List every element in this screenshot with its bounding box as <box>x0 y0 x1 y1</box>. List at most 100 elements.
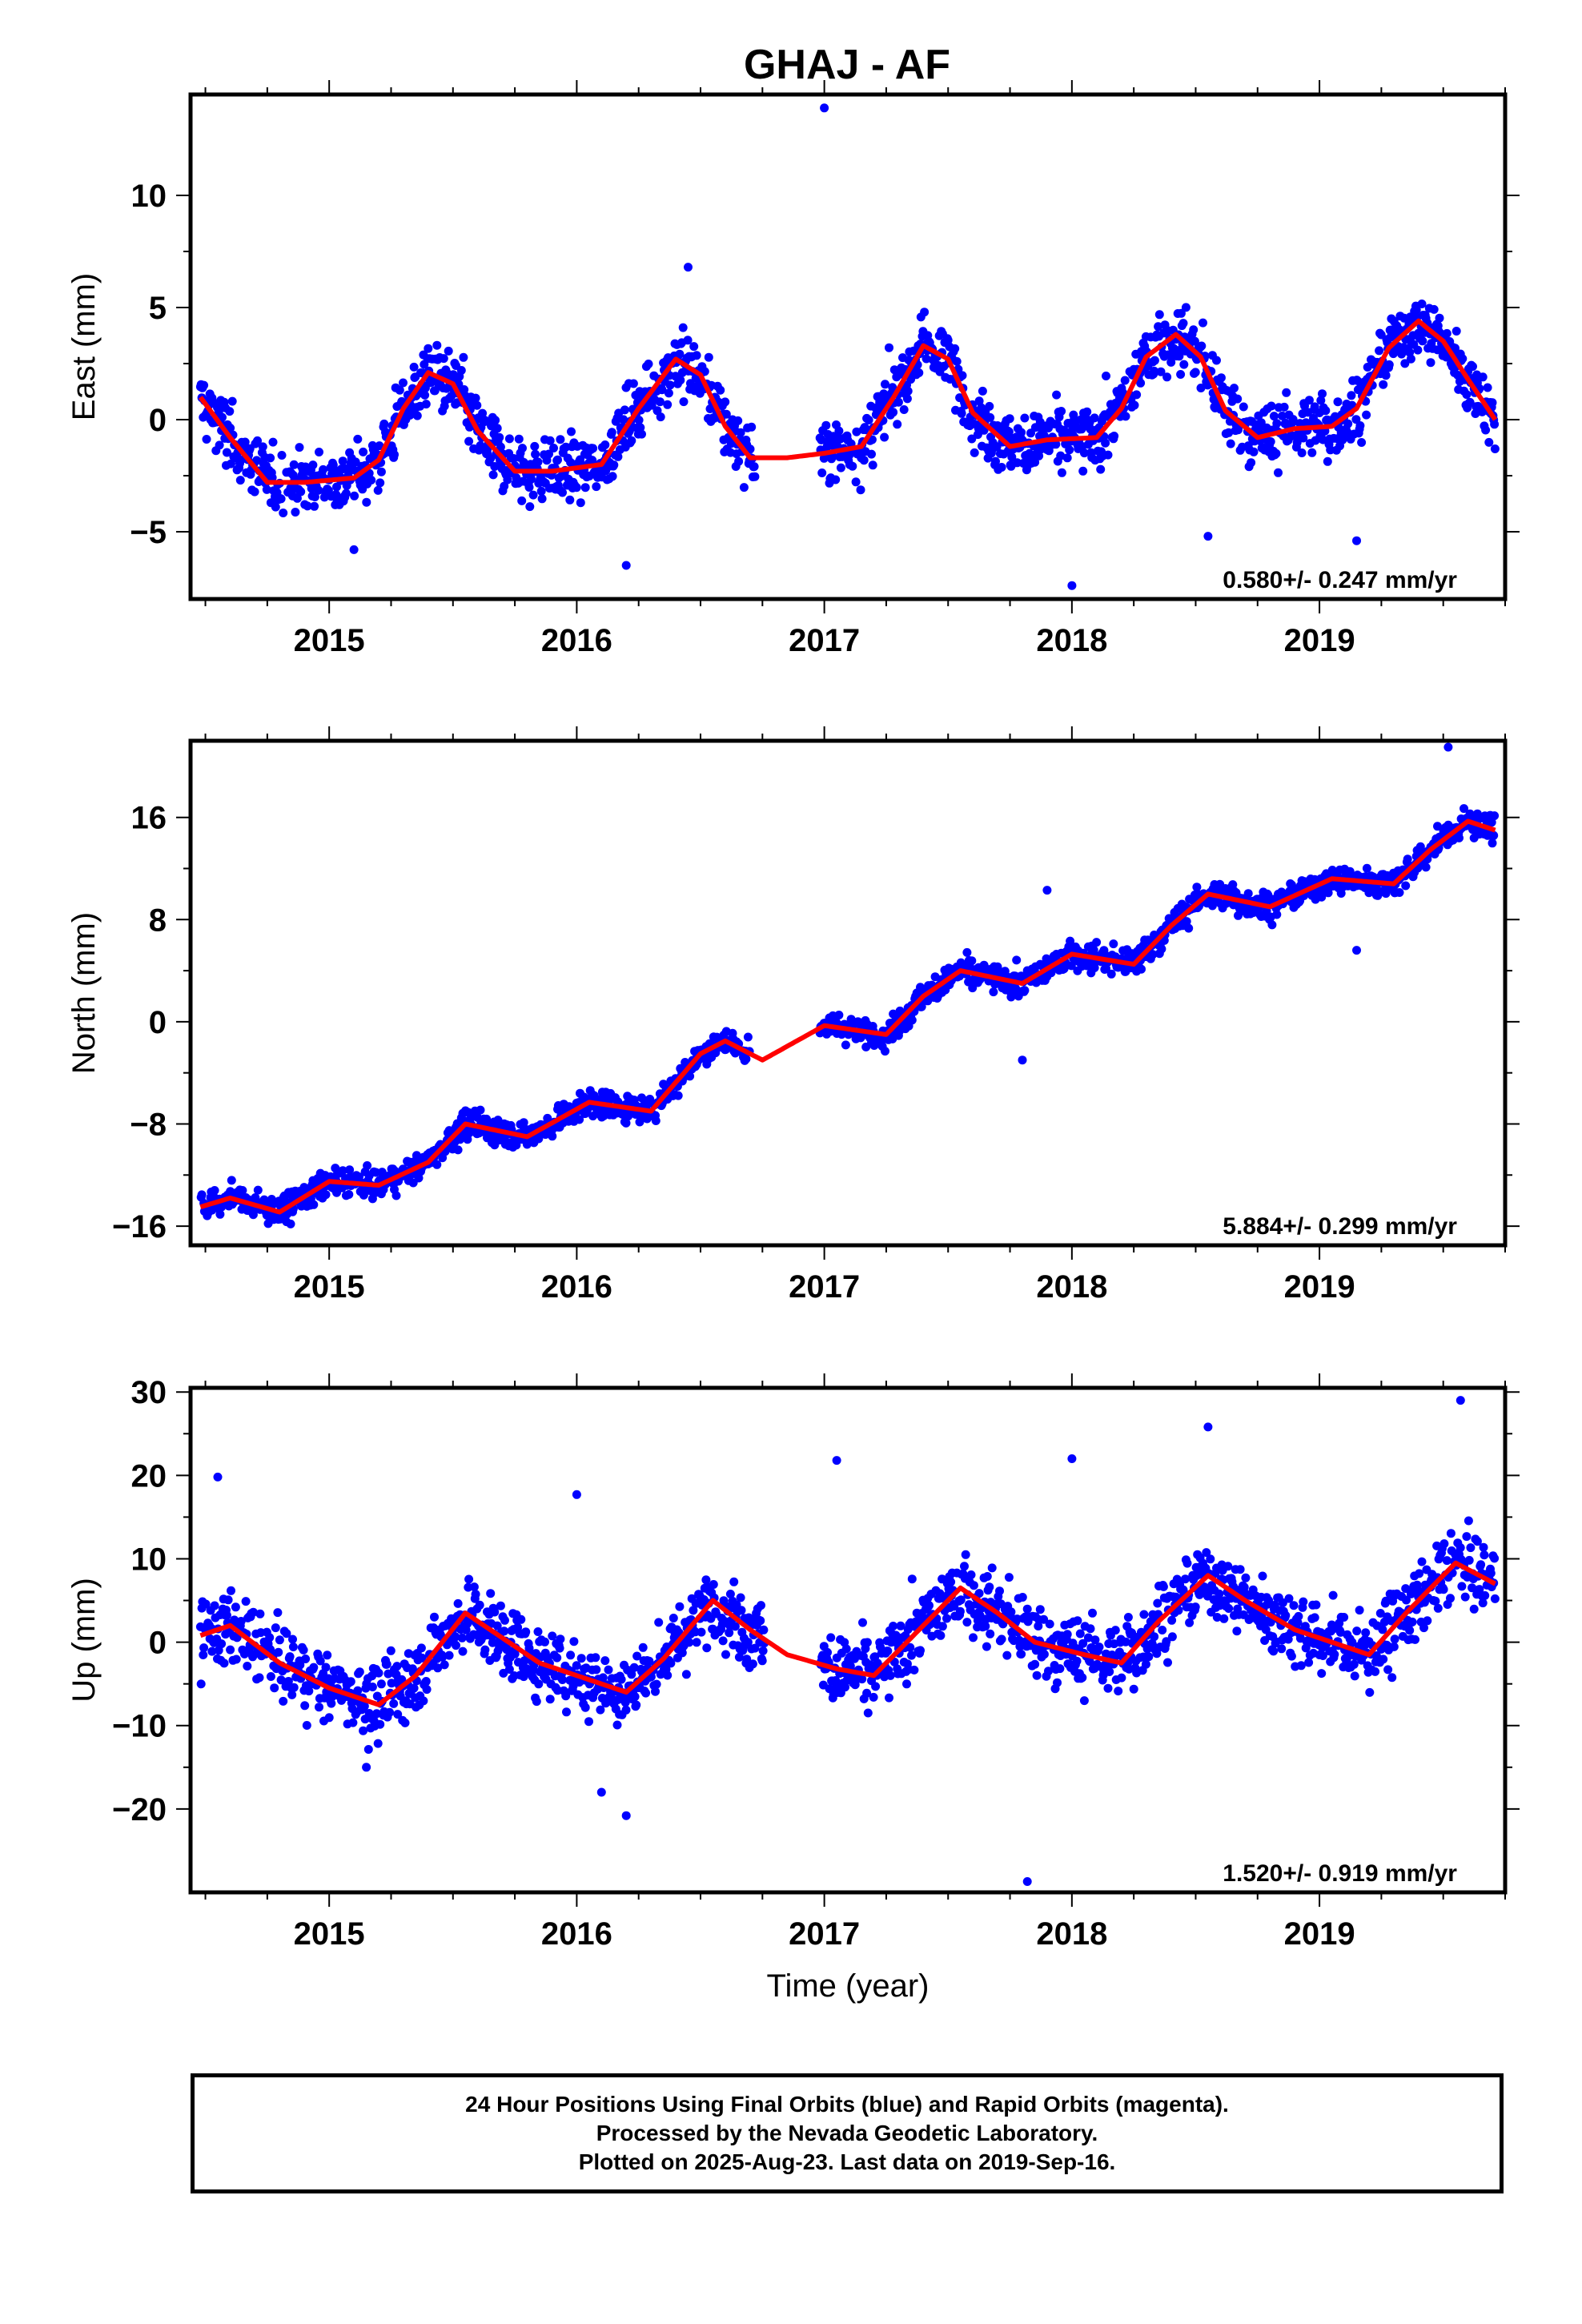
data-point <box>503 475 512 485</box>
data-point <box>851 477 861 487</box>
data-point <box>629 1663 639 1672</box>
data-point <box>1022 1604 1032 1614</box>
data-point <box>656 412 665 422</box>
data-point <box>1167 1632 1177 1642</box>
data-point <box>962 1618 972 1627</box>
data-point <box>678 323 688 332</box>
data-point <box>471 393 480 403</box>
data-point <box>1045 1619 1054 1629</box>
data-point <box>350 491 359 501</box>
data-point <box>379 419 389 428</box>
data-point <box>416 1643 426 1653</box>
x-tick-label: 2015 <box>294 1916 365 1952</box>
data-point <box>1328 1590 1338 1600</box>
data-point <box>1336 889 1346 898</box>
data-point <box>609 460 619 470</box>
x-tick-label: 2019 <box>1284 623 1355 658</box>
data-point <box>576 498 585 508</box>
data-point <box>955 1606 965 1616</box>
data-point <box>338 456 347 466</box>
data-point <box>241 1597 251 1606</box>
data-point <box>315 1703 323 1712</box>
data-point <box>663 400 673 409</box>
data-point <box>1490 420 1500 429</box>
data-point <box>896 1621 905 1630</box>
data-point <box>1431 1596 1440 1606</box>
data-point <box>970 448 979 457</box>
data-point <box>1378 1625 1387 1634</box>
data-point <box>288 1634 297 1644</box>
data-point-outlier <box>684 263 693 272</box>
data-point <box>982 1572 992 1581</box>
data-point <box>1176 370 1186 379</box>
data-point-outlier <box>349 545 359 554</box>
data-point <box>544 449 553 459</box>
data-point <box>831 475 841 485</box>
data-point-outlier <box>1203 532 1213 541</box>
data-point <box>584 1717 593 1727</box>
data-point <box>749 462 759 472</box>
data-point <box>1243 889 1253 899</box>
data-point <box>490 462 500 471</box>
data-point <box>457 1633 467 1642</box>
data-point <box>1347 1638 1357 1647</box>
data-point <box>1083 1633 1093 1642</box>
data-point <box>596 1705 605 1715</box>
data-point <box>453 1145 463 1155</box>
x-tick-label: 2016 <box>541 1916 612 1952</box>
data-point <box>664 388 673 398</box>
data-point <box>589 1091 599 1100</box>
data-point <box>1166 357 1176 367</box>
data-point <box>255 1673 264 1683</box>
y-tick-label: 16 <box>131 801 167 836</box>
data-point <box>558 488 567 497</box>
data-point <box>758 1646 768 1655</box>
data-point <box>1197 341 1207 351</box>
data-point <box>1178 319 1188 328</box>
data-point <box>1362 410 1371 420</box>
data-point <box>1120 376 1130 385</box>
data-point <box>389 1699 399 1708</box>
data-point <box>1196 384 1206 392</box>
data-point <box>997 463 1006 472</box>
data-point <box>1137 964 1146 974</box>
data-point <box>412 1151 421 1160</box>
data-point <box>299 1645 308 1655</box>
data-point <box>1403 854 1412 864</box>
data-point <box>580 1703 590 1712</box>
data-point <box>598 1673 608 1683</box>
plot-frame <box>188 738 1508 1248</box>
data-point <box>692 1638 701 1647</box>
data-point <box>372 1709 381 1719</box>
data-point <box>196 1679 206 1689</box>
data-point <box>387 1679 396 1688</box>
data-point <box>225 407 235 416</box>
data-point <box>1144 1652 1154 1662</box>
data-point <box>504 434 514 444</box>
data-point <box>868 460 877 470</box>
data-point <box>1355 1606 1364 1615</box>
data-point <box>1189 325 1199 335</box>
data-point <box>1109 939 1118 949</box>
data-point <box>528 490 538 500</box>
data-point <box>1247 458 1256 468</box>
data-point <box>375 1719 385 1729</box>
data-point <box>739 483 749 493</box>
data-point <box>1066 936 1075 946</box>
data-point <box>1442 1556 1452 1566</box>
data-point <box>1294 1611 1303 1621</box>
data-point <box>718 1636 728 1646</box>
data-point <box>1395 888 1404 897</box>
data-point <box>1381 1596 1391 1606</box>
data-point <box>960 1562 969 1571</box>
data-point <box>638 1642 648 1652</box>
data-point <box>1223 1562 1233 1571</box>
y-tick-label: 20 <box>131 1458 167 1494</box>
data-point <box>1224 428 1234 437</box>
data-point <box>987 1563 997 1573</box>
data-point <box>277 451 287 460</box>
data-point <box>289 460 299 469</box>
data-point <box>527 474 536 484</box>
data-point <box>1090 1635 1100 1645</box>
